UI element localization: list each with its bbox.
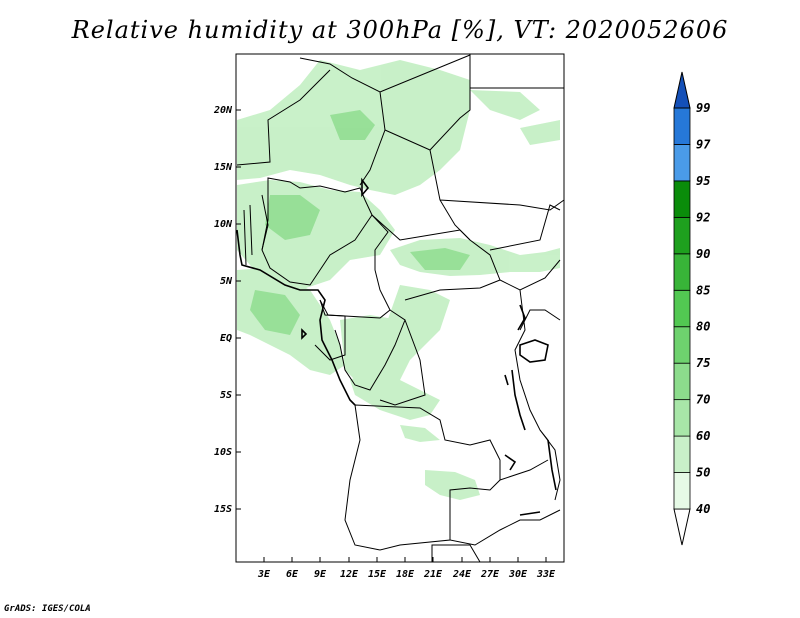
lat-label: 10S xyxy=(214,447,232,458)
country-borders xyxy=(236,54,565,563)
border-niger-chad xyxy=(384,54,564,151)
lon-label: 21E xyxy=(423,569,443,580)
lon-label: 6E xyxy=(286,569,299,580)
border-congo xyxy=(334,309,406,391)
colorbar-label: 97 xyxy=(696,137,711,151)
colorbar-label: 75 xyxy=(696,356,710,370)
colorbar-label: 95 xyxy=(696,174,710,188)
colorbar-segment xyxy=(673,216,691,255)
shade-angola-north xyxy=(400,425,440,442)
humidity-shading xyxy=(237,60,560,500)
colorbar-segment xyxy=(673,289,691,328)
border-mali-niger xyxy=(236,69,331,166)
colorbar-low-triangle xyxy=(673,508,691,546)
border-chad-car xyxy=(371,214,561,291)
lon-label: 24E xyxy=(452,569,472,580)
lat-label: EQ xyxy=(220,333,232,344)
colorbar-segment xyxy=(673,472,691,510)
shade-dark-gabon xyxy=(250,290,300,335)
colorbar-label: 90 xyxy=(696,247,710,261)
lon-ticks xyxy=(263,557,547,562)
lat-label: 5N xyxy=(220,276,233,287)
colorbar-segment xyxy=(673,435,691,473)
lake-kariba xyxy=(519,511,541,516)
border-zambia xyxy=(449,459,561,546)
colorbar-segment xyxy=(673,144,691,182)
lon-label: 15E xyxy=(368,569,387,580)
bioko xyxy=(301,328,308,340)
colorbar-segment xyxy=(673,362,691,401)
colorbar-label: 40 xyxy=(696,502,710,516)
shade-dark-nigeria xyxy=(265,195,320,240)
colorbar-label: 92 xyxy=(696,210,710,224)
lake-mweru xyxy=(504,454,517,471)
colorbar-label: 99 xyxy=(696,101,710,115)
border-nigeria xyxy=(261,177,373,286)
lon-label: 12E xyxy=(340,569,359,580)
lat-label: 15S xyxy=(214,504,232,515)
lat-label: 10N xyxy=(214,219,233,230)
lat-labels: 20N 15N 10N 5N EQ 5S 10S 15S xyxy=(213,105,233,515)
lon-label: 18E xyxy=(396,569,415,580)
lat-label: 20N xyxy=(213,105,233,116)
shade-kenya xyxy=(520,120,560,145)
lake-kivu xyxy=(504,374,509,386)
border-benin-togo xyxy=(243,194,269,266)
humidity-shading-dark xyxy=(250,110,470,335)
chart-title: Relative humidity at 300hPa [%], VT: 202… xyxy=(71,16,729,44)
lat-label: 15N xyxy=(214,162,233,173)
shade-central xyxy=(350,285,450,420)
border-angola xyxy=(344,404,501,551)
credit-text: GrADS: IGES/COLA xyxy=(4,604,91,614)
shade-dark-car xyxy=(410,248,470,270)
lat-label: 5S xyxy=(220,390,232,401)
map-frame xyxy=(235,53,565,563)
colorbar: 40 50 60 70 75 80 85 90 92 95 97 99 xyxy=(673,71,711,546)
border-ethiopia xyxy=(489,204,561,251)
colorbar-label: 85 xyxy=(696,283,710,297)
lake-victoria xyxy=(519,339,549,363)
colorbar-segment xyxy=(673,399,691,437)
colorbar-segment xyxy=(673,253,691,291)
colorbar-segment xyxy=(673,107,691,145)
lon-label: 3E xyxy=(257,569,271,580)
lat-ticks xyxy=(236,109,241,510)
border-south xyxy=(431,544,481,563)
border-east xyxy=(519,309,561,501)
lon-label: 30E xyxy=(508,569,528,580)
shade-east xyxy=(470,90,540,120)
shade-angola-south xyxy=(425,470,480,500)
lon-label: 9E xyxy=(314,569,327,580)
colorbar-label: 60 xyxy=(696,429,710,443)
lon-label: 33E xyxy=(536,569,556,580)
lon-label: 27E xyxy=(480,569,500,580)
colorbar-label: 80 xyxy=(696,320,710,334)
lake-chad xyxy=(361,177,370,198)
border-sudan xyxy=(429,149,565,241)
colorbar-label: 50 xyxy=(696,466,710,480)
lake-tanganyika xyxy=(511,369,526,431)
shade-dark-niger xyxy=(330,110,375,140)
colorbar-high-triangle xyxy=(673,71,691,109)
lake-malawi xyxy=(547,439,557,491)
colorbar-label: 70 xyxy=(696,393,710,407)
border-gabon xyxy=(314,299,346,361)
colorbar-segment xyxy=(673,326,691,364)
coast-west-africa xyxy=(236,229,356,406)
coastline xyxy=(236,177,557,516)
lon-labels: 3E 6E 9E 12E 15E 18E 21E 24E 27E 30E 33E xyxy=(257,569,556,580)
border-sahara-north xyxy=(299,54,471,186)
lake-albert xyxy=(517,304,526,331)
colorbar-segment xyxy=(673,180,691,218)
